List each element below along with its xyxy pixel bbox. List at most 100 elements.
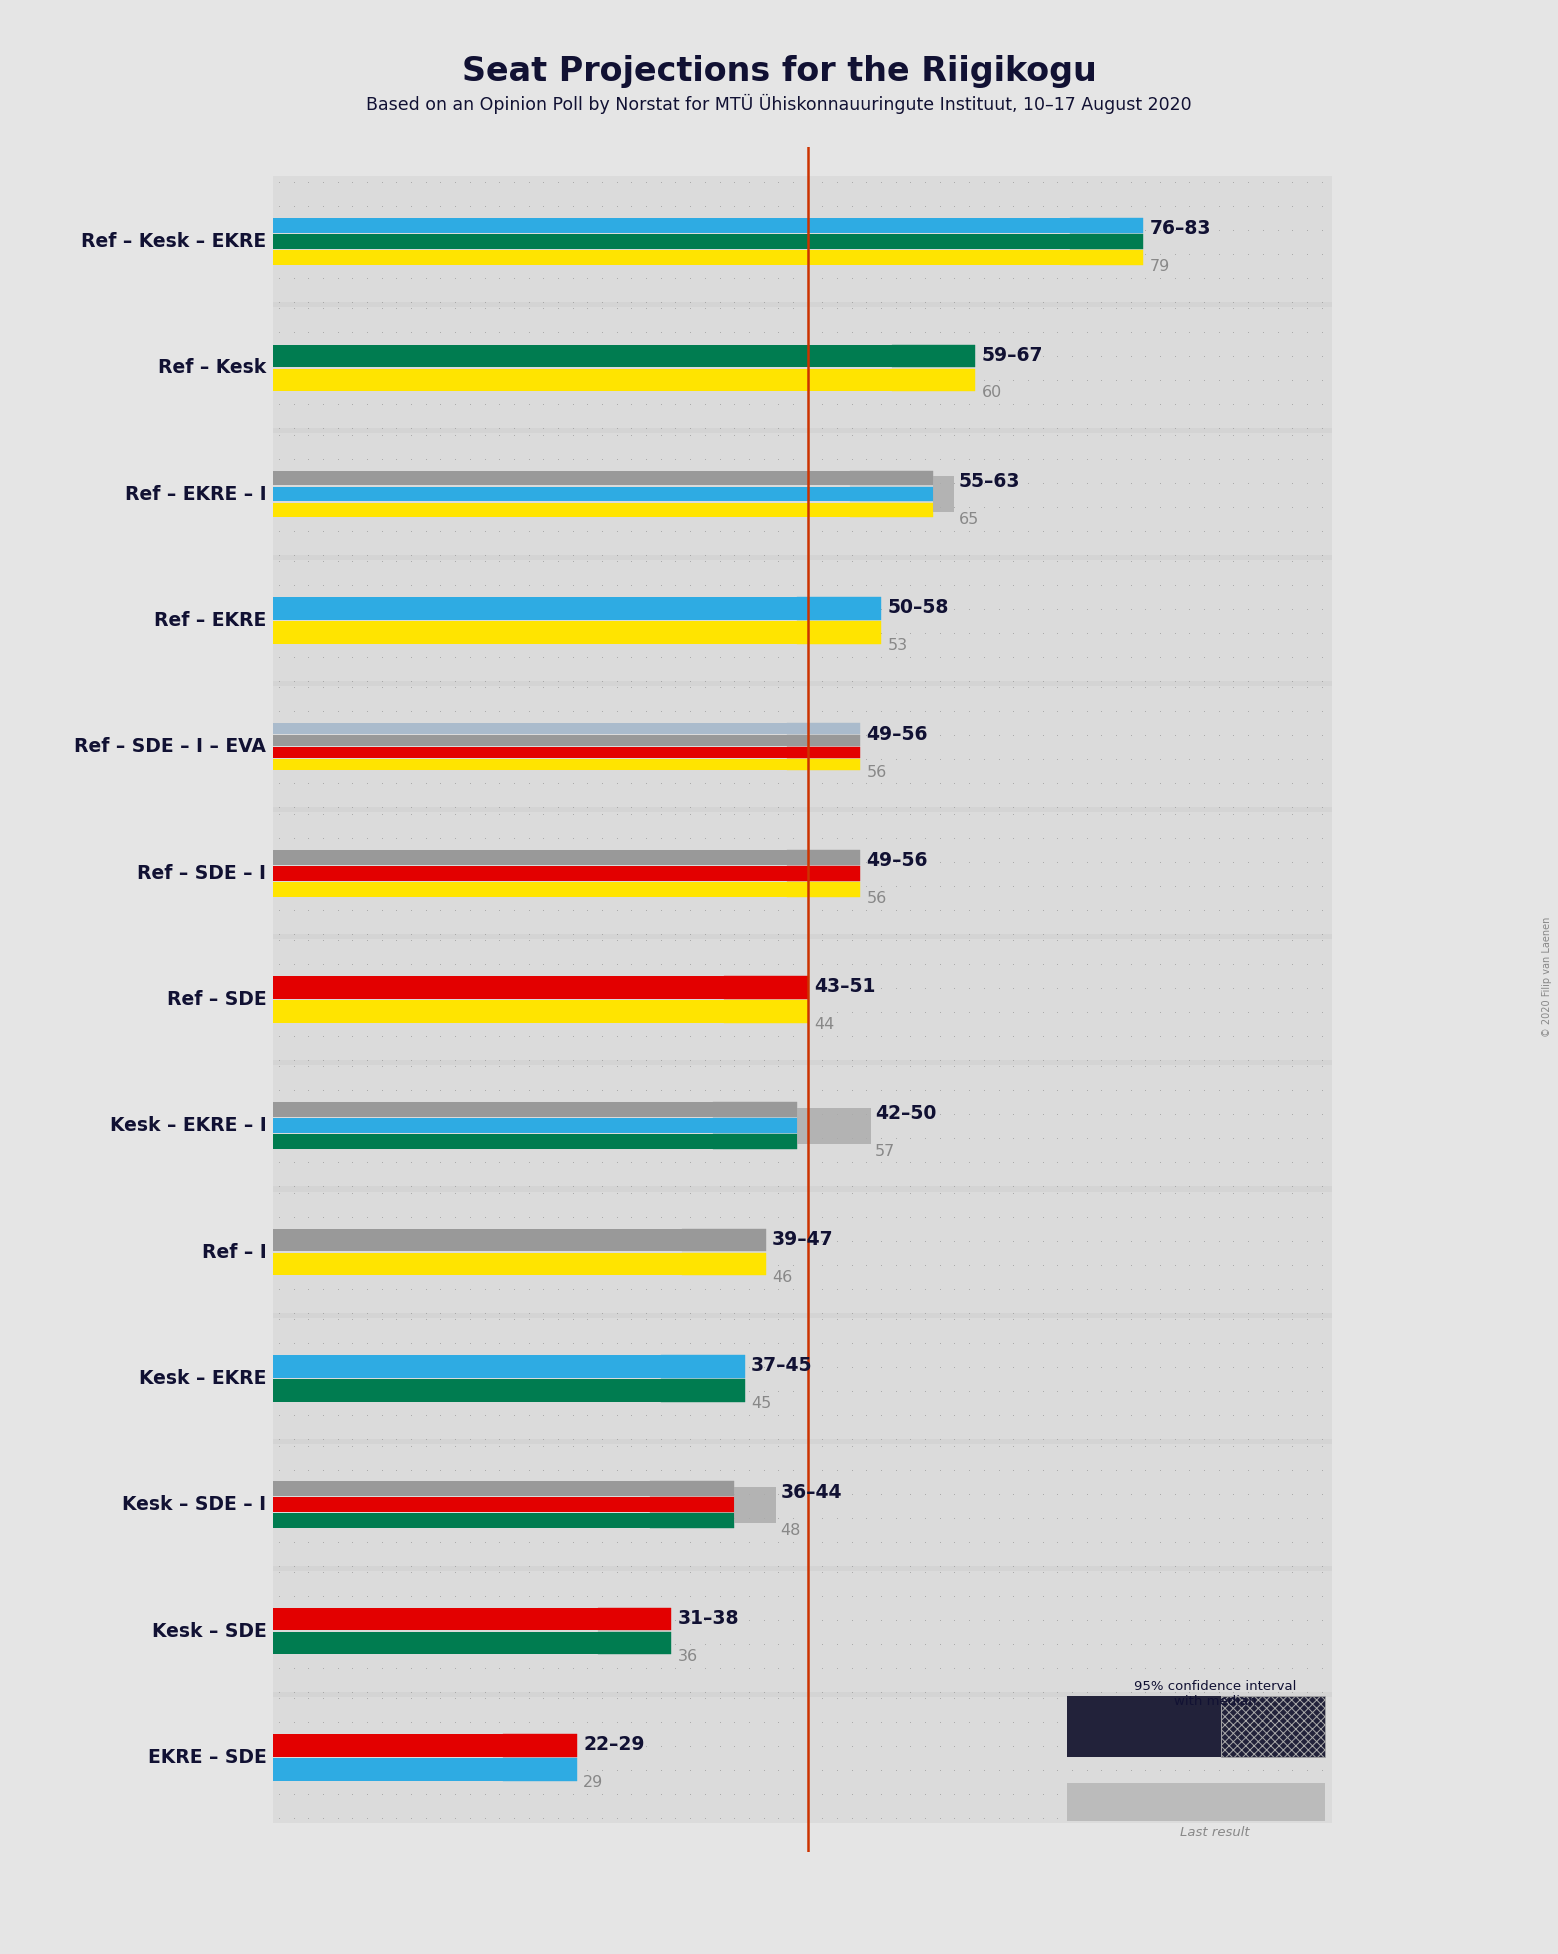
Point — [634, 190, 659, 221]
Point — [1073, 1327, 1098, 1358]
Point — [326, 418, 351, 449]
Point — [751, 1147, 776, 1178]
Point — [296, 412, 321, 444]
Point — [1059, 997, 1084, 1028]
Point — [1251, 696, 1276, 727]
Point — [781, 948, 805, 979]
Point — [589, 666, 614, 698]
Point — [1251, 262, 1276, 293]
Point — [648, 539, 673, 571]
Point — [986, 1804, 1011, 1835]
Point — [781, 1147, 805, 1178]
Point — [1089, 823, 1114, 854]
Point — [971, 166, 996, 197]
Point — [575, 569, 600, 600]
Text: Kesk – EKRE: Kesk – EKRE — [139, 1370, 266, 1387]
Point — [1221, 1454, 1246, 1485]
Point — [561, 1249, 586, 1280]
Point — [1000, 1075, 1025, 1106]
Bar — [273, 1759, 503, 1780]
Point — [619, 768, 643, 799]
Point — [971, 870, 996, 901]
Point — [383, 1075, 408, 1106]
Text: 31–38: 31–38 — [678, 1610, 738, 1628]
Point — [1235, 924, 1260, 956]
Point — [1265, 1706, 1290, 1737]
Point — [707, 823, 732, 854]
Point — [1192, 997, 1217, 1028]
Point — [751, 1098, 776, 1129]
Point — [1251, 797, 1276, 828]
Point — [1016, 418, 1041, 449]
Point — [1206, 1604, 1231, 1635]
Point — [692, 924, 717, 956]
Point — [1103, 846, 1128, 877]
Point — [458, 1202, 483, 1233]
Point — [707, 1454, 732, 1485]
Point — [516, 1424, 541, 1456]
Point — [502, 1677, 527, 1708]
Point — [545, 1274, 570, 1305]
Point — [1045, 1225, 1070, 1256]
Point — [1030, 1778, 1055, 1809]
Point — [927, 1778, 952, 1809]
Text: Ref – I: Ref – I — [201, 1243, 266, 1262]
Point — [326, 1202, 351, 1233]
Point — [737, 1454, 762, 1485]
Point — [1251, 1424, 1276, 1456]
Point — [664, 444, 689, 475]
Point — [1133, 1020, 1158, 1051]
Point — [1059, 1249, 1084, 1280]
Point — [369, 617, 394, 649]
Point — [1133, 1778, 1158, 1809]
Point — [1133, 569, 1158, 600]
Bar — [273, 723, 787, 735]
Point — [913, 918, 938, 950]
Point — [971, 215, 996, 246]
Point — [897, 238, 922, 270]
Point — [1176, 1274, 1201, 1305]
Point — [897, 418, 922, 449]
Point — [1192, 1297, 1217, 1329]
Point — [927, 262, 952, 293]
Point — [1251, 823, 1276, 854]
Point — [1133, 340, 1158, 371]
Point — [486, 973, 511, 1004]
Point — [971, 490, 996, 522]
Point — [486, 293, 511, 324]
Point — [913, 1454, 938, 1485]
Point — [1279, 1376, 1304, 1407]
Point — [383, 444, 408, 475]
Point — [824, 870, 849, 901]
Point — [502, 516, 527, 547]
Point — [1192, 1454, 1217, 1485]
Point — [1206, 539, 1231, 571]
Point — [1279, 1628, 1304, 1659]
Point — [575, 215, 600, 246]
Point — [1148, 1327, 1173, 1358]
Point — [824, 895, 849, 926]
Point — [442, 467, 467, 498]
Point — [486, 617, 511, 649]
Point — [340, 1581, 365, 1612]
Point — [648, 1170, 673, 1202]
Point — [486, 1399, 511, 1430]
Point — [1309, 215, 1334, 246]
Point — [1235, 768, 1260, 799]
Point — [502, 1098, 527, 1129]
Point — [971, 918, 996, 950]
Point — [737, 768, 762, 799]
Point — [678, 287, 703, 319]
Point — [1221, 1170, 1246, 1202]
Point — [340, 365, 365, 397]
Point — [1045, 1682, 1070, 1714]
Point — [399, 1020, 424, 1051]
Point — [1133, 1653, 1158, 1684]
Point — [355, 569, 380, 600]
Point — [1235, 1555, 1260, 1587]
Point — [1059, 924, 1084, 956]
Point — [442, 823, 467, 854]
Point — [634, 1424, 659, 1456]
Point — [1148, 516, 1173, 547]
Point — [1000, 1352, 1025, 1383]
